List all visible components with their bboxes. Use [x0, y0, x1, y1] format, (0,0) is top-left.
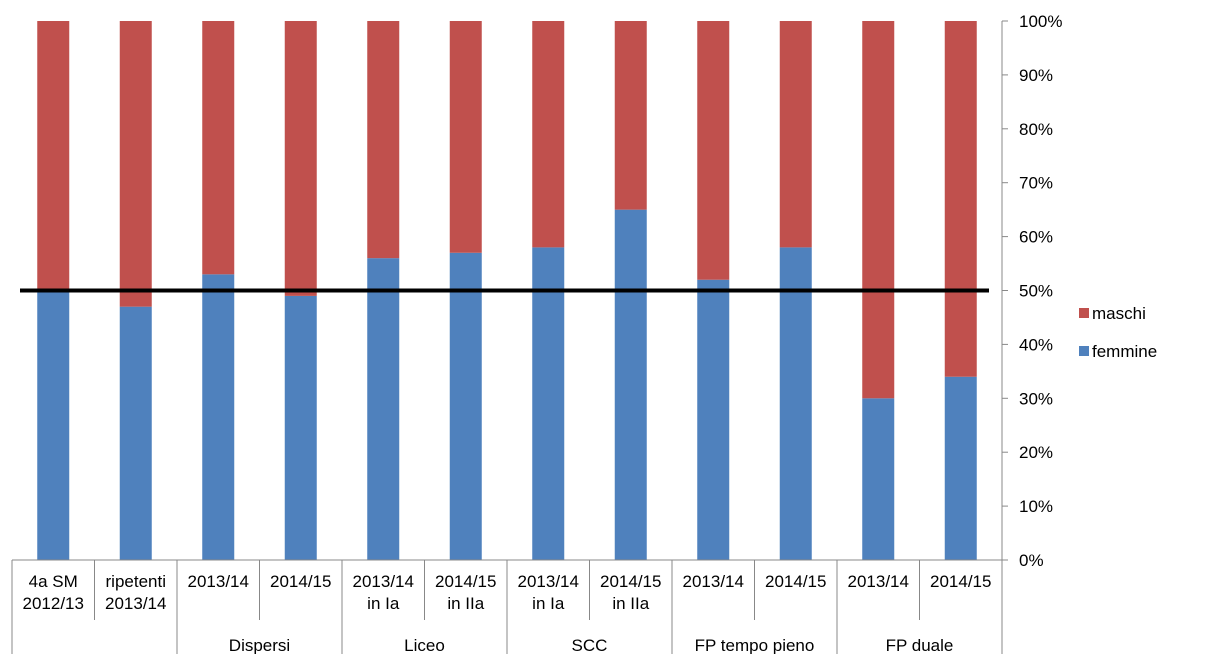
category-label: 4a SM [29, 572, 78, 591]
y-tick-label: 10% [1019, 497, 1053, 516]
category-label: 2014/15 [435, 572, 496, 591]
bar-femmine-5 [449, 252, 482, 560]
category-label: 2013/14 [518, 572, 579, 591]
category-label: in Ia [367, 594, 400, 613]
category-label: 2013/14 [683, 572, 744, 591]
bar-maschi-4 [367, 21, 400, 259]
legend-swatch-femmine [1079, 346, 1089, 356]
group-label: Dispersi [229, 636, 290, 654]
y-tick-label: 100% [1019, 12, 1062, 31]
bar-femmine-1 [119, 306, 152, 560]
category-label: 2014/15 [270, 572, 331, 591]
bar-maschi-7 [614, 21, 647, 210]
bar-femmine-8 [697, 279, 730, 560]
category-label: 2012/13 [23, 594, 84, 613]
category-label: 2014/15 [600, 572, 661, 591]
axes-layer: 0% 10% 20% 30% 40% 50% 60% 70% 80% 90% 100% 4a SM 20… [11, 12, 1062, 654]
category-label: in IIa [612, 594, 649, 613]
y-tick-label: 0% [1019, 551, 1044, 570]
bar-femmine-11 [944, 376, 977, 560]
y-tick-label: 20% [1019, 443, 1053, 462]
y-tick-label: 40% [1019, 335, 1053, 354]
bar-maschi-0 [37, 21, 70, 291]
y-tick-label: 60% [1019, 228, 1053, 247]
bar-femmine-4 [367, 258, 400, 560]
category-label: 2013/14 [105, 594, 166, 613]
legend: maschi femmine [1079, 304, 1157, 361]
bar-femmine-2 [202, 274, 235, 560]
bar-femmine-7 [614, 209, 647, 560]
bar-femmine-6 [532, 247, 565, 560]
bar-maschi-3 [284, 21, 317, 296]
y-tick-label: 30% [1019, 389, 1053, 408]
category-label: 2014/15 [930, 572, 991, 591]
legend-label-maschi: maschi [1092, 304, 1146, 323]
bar-femmine-10 [862, 398, 895, 560]
y-tick-label: 90% [1019, 66, 1053, 85]
y-tick-label: 50% [1019, 282, 1053, 301]
group-label: FP tempo pieno [695, 636, 815, 654]
legend-label-femmine: femmine [1092, 342, 1157, 361]
y-tick-label: 80% [1019, 120, 1053, 139]
category-label: 2013/14 [353, 572, 414, 591]
group-label: FP duale [886, 636, 954, 654]
category-label: in IIa [447, 594, 484, 613]
category-label: in Ia [532, 594, 565, 613]
bar-femmine-0 [37, 290, 70, 560]
bar-maschi-11 [944, 21, 977, 377]
bar-femmine-9 [779, 247, 812, 560]
bar-femmine-3 [284, 295, 317, 560]
category-label: 2013/14 [188, 572, 249, 591]
bar-maschi-8 [697, 21, 730, 280]
bar-maschi-2 [202, 21, 235, 275]
bar-maschi-1 [119, 21, 152, 307]
group-label: SCC [572, 636, 608, 654]
category-label: ripetenti [106, 572, 166, 591]
bars-layer [37, 21, 977, 560]
group-label: Liceo [404, 636, 445, 654]
y-tick-label: 70% [1019, 174, 1053, 193]
bar-maschi-5 [449, 21, 482, 253]
bar-maschi-9 [779, 21, 812, 248]
category-label: 2013/14 [848, 572, 909, 591]
bar-maschi-10 [862, 21, 895, 399]
bar-maschi-6 [532, 21, 565, 248]
legend-swatch-maschi [1079, 308, 1089, 318]
category-label: 2014/15 [765, 572, 826, 591]
